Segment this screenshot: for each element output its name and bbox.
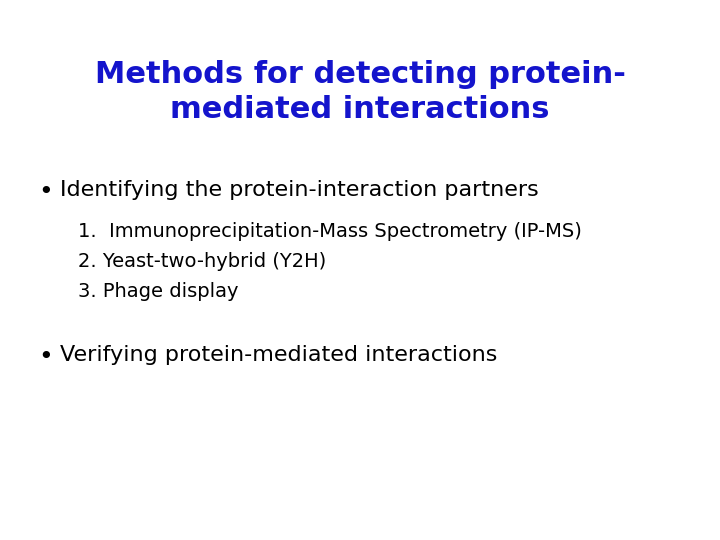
Text: 1.  Immunoprecipitation-Mass Spectrometry (IP-MS): 1. Immunoprecipitation-Mass Spectrometry…: [78, 222, 582, 241]
Text: Methods for detecting protein-
mediated interactions: Methods for detecting protein- mediated …: [94, 60, 626, 124]
Text: •: •: [38, 180, 53, 204]
Text: Verifying protein-mediated interactions: Verifying protein-mediated interactions: [60, 345, 498, 365]
Text: •: •: [38, 345, 53, 369]
Text: 2. Yeast-two-hybrid (Y2H): 2. Yeast-two-hybrid (Y2H): [78, 252, 326, 271]
Text: Identifying the protein-interaction partners: Identifying the protein-interaction part…: [60, 180, 539, 200]
Text: 3. Phage display: 3. Phage display: [78, 282, 238, 301]
